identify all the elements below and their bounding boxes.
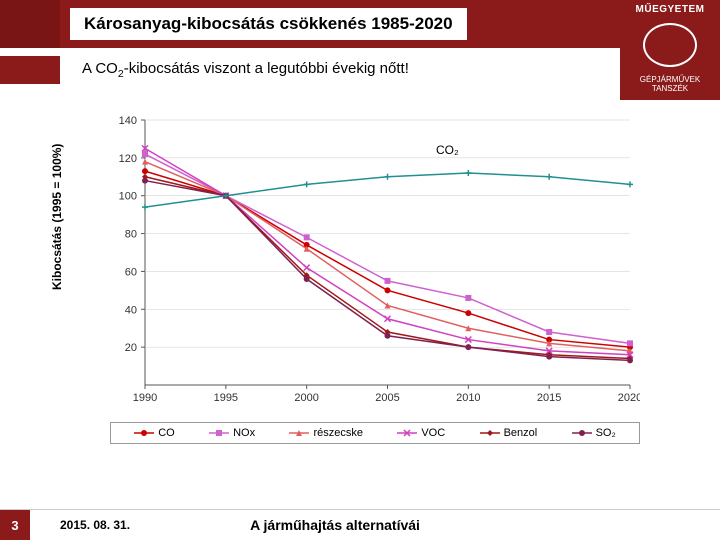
svg-text:CO₂: CO₂ xyxy=(436,143,459,157)
footer-title: A járműhajtás alternatívái xyxy=(250,517,420,533)
legend-label: részecske xyxy=(313,427,363,439)
footer: 3 2015. 08. 31. A járműhajtás alternatív… xyxy=(0,509,720,540)
svg-text:2000: 2000 xyxy=(294,392,318,404)
legend-item: SO₂ xyxy=(572,427,616,439)
y-axis-label: Kibocsátás (1995 = 100%) xyxy=(50,144,64,290)
subtitle-row: A CO2-kibocsátás viszont a legutóbbi éve… xyxy=(0,56,720,84)
subtitle-text: A CO2-kibocsátás viszont a legutóbbi éve… xyxy=(70,56,421,84)
legend-label: Benzol xyxy=(504,427,538,439)
svg-text:1995: 1995 xyxy=(214,392,238,404)
chart-container: Kibocsátás (1995 = 100%) 204060801001201… xyxy=(60,110,660,480)
legend-label: VOC xyxy=(421,427,445,439)
svg-text:20: 20 xyxy=(125,342,137,354)
svg-text:2020: 2020 xyxy=(618,392,640,404)
subtitle-accent xyxy=(0,56,60,84)
svg-text:2015: 2015 xyxy=(537,392,561,404)
svg-text:100: 100 xyxy=(119,191,137,203)
svg-text:60: 60 xyxy=(125,266,137,278)
svg-text:1990: 1990 xyxy=(133,392,157,404)
page-title: Károsanyag-kibocsátás csökkenés 1985-202… xyxy=(70,8,467,40)
uni-name: MŰEGYETEM xyxy=(620,4,720,15)
svg-text:120: 120 xyxy=(119,153,137,165)
legend-item: VOC xyxy=(397,427,445,439)
svg-text:2010: 2010 xyxy=(456,392,480,404)
legend-label: SO₂ xyxy=(596,427,616,439)
subtitle-post: -kibocsátás viszont a legutóbbi évekig n… xyxy=(124,60,409,77)
wheel-icon xyxy=(643,23,697,67)
subtitle-pre: A CO xyxy=(82,60,118,77)
legend-label: CO xyxy=(158,427,175,439)
page-number: 3 xyxy=(0,510,30,540)
svg-text:2005: 2005 xyxy=(375,392,399,404)
header-bar: Károsanyag-kibocsátás csökkenés 1985-202… xyxy=(0,0,720,48)
footer-date: 2015. 08. 31. xyxy=(60,518,130,532)
svg-text:40: 40 xyxy=(125,304,137,316)
legend-item: NOx xyxy=(209,427,255,439)
svg-text:80: 80 xyxy=(125,229,137,241)
legend-label: NOx xyxy=(233,427,255,439)
svg-text:140: 140 xyxy=(119,115,137,127)
line-chart: 20 40 60 80 100 120 140 1990 1995 2000 2005 2010 201… xyxy=(110,110,640,410)
legend-item: részecske xyxy=(289,427,363,439)
university-logo: MŰEGYETEM GÉPJÁRMŰVEK TANSZÉK xyxy=(620,0,720,100)
dept-line-2: TANSZÉK xyxy=(620,84,720,93)
chart-legend: CO NOx részecske VOC Benzol SO₂ xyxy=(110,422,640,444)
legend-item: CO xyxy=(134,427,175,439)
logo-left xyxy=(0,0,60,48)
legend-item: Benzol xyxy=(480,427,538,439)
dept-line-1: GÉPJÁRMŰVEK xyxy=(620,75,720,84)
